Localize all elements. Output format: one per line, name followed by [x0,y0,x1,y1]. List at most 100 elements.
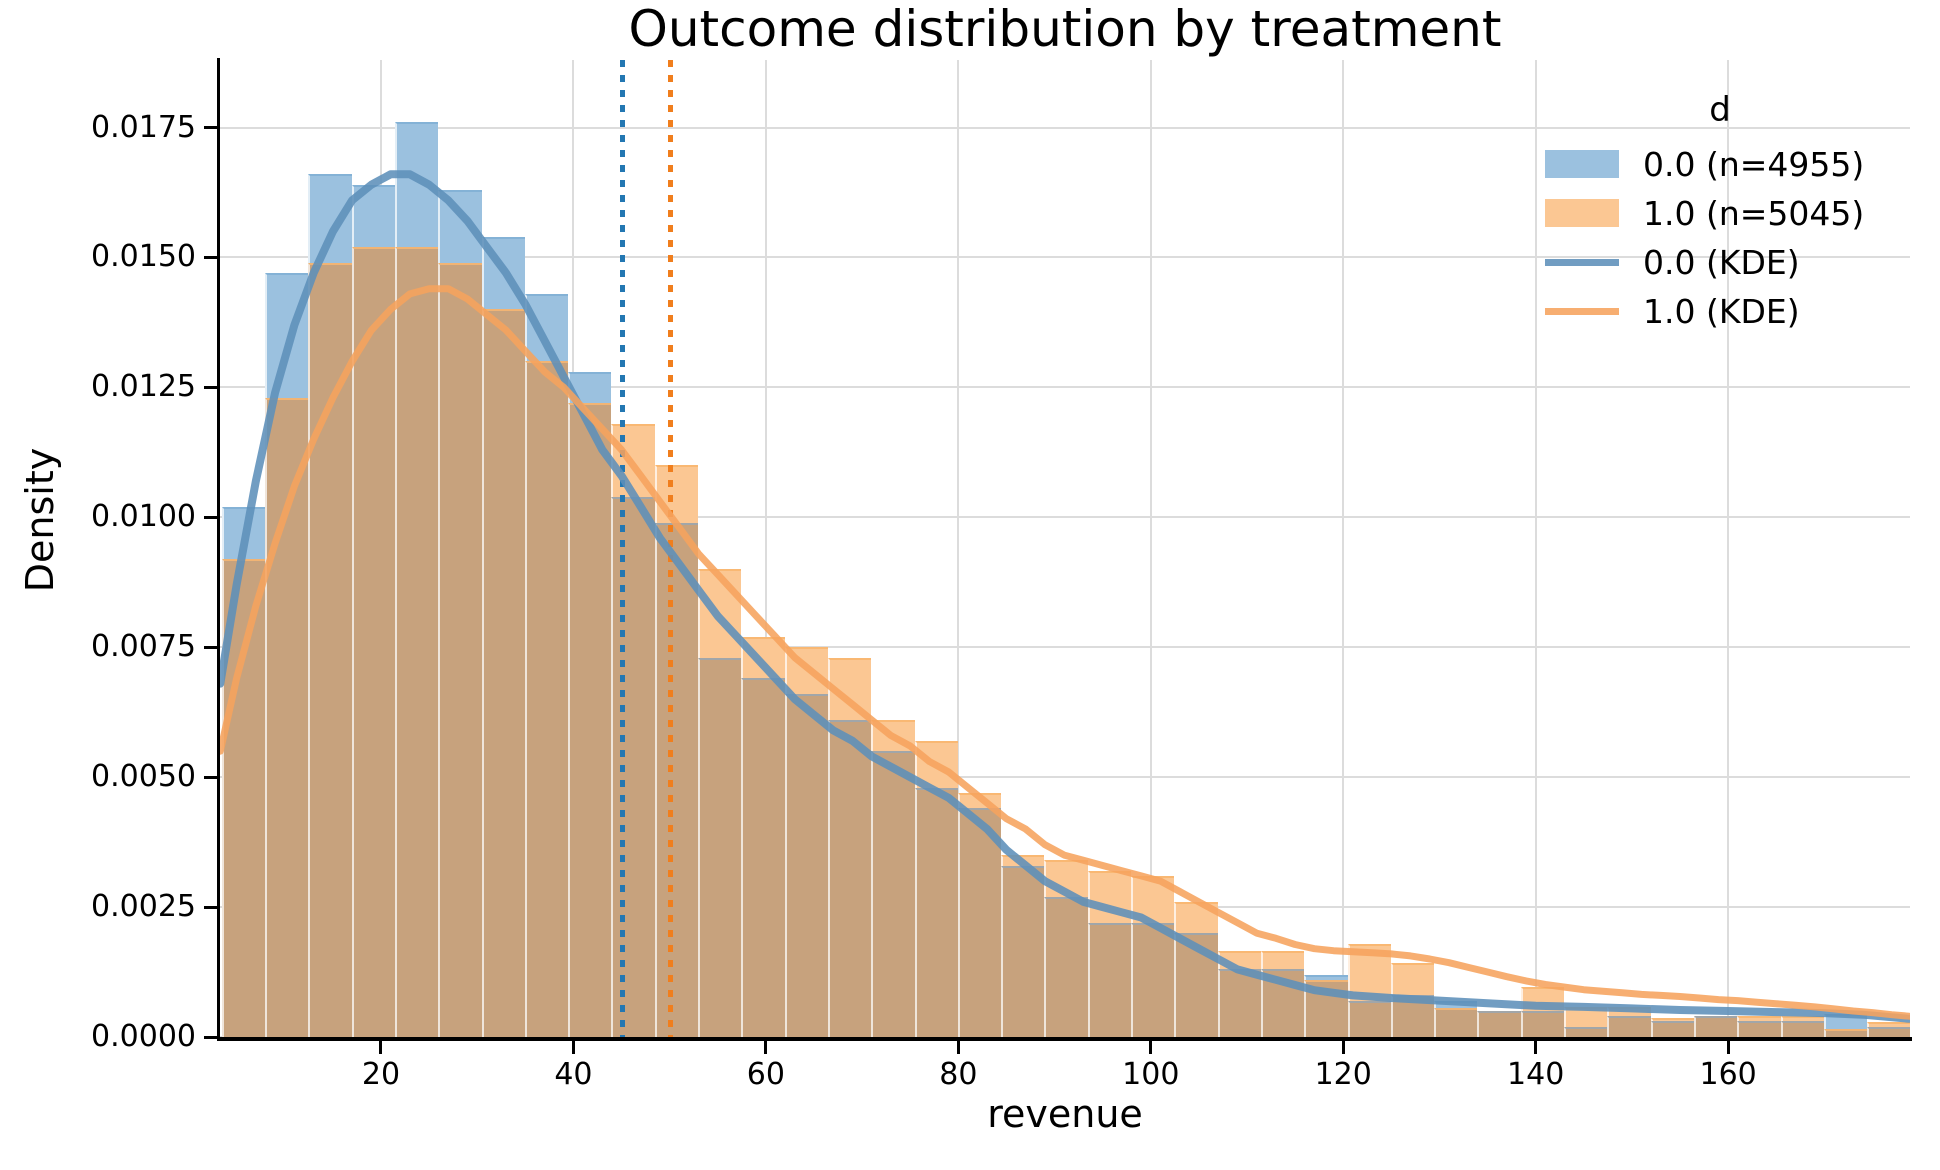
histogram-bar-overlap [1434,1007,1478,1037]
histogram-bar-orange [654,465,699,523]
x-tick-mark [1341,1041,1345,1054]
x-tick-mark [571,1041,575,1054]
x-tick-label: 120 [1314,1057,1372,1092]
histogram-bar-orange [1867,1021,1910,1027]
legend-patch-swatch [1545,199,1619,227]
y-tick-label: 0.0150 [91,239,196,275]
mean-line-control [620,60,625,1037]
x-tick-mark [1726,1041,1730,1054]
kde-line-control [220,170,1910,1023]
y-tick-mark [204,255,217,259]
histogram-bar-overlap [1001,865,1045,1037]
histogram-bar-overlap [438,262,482,1037]
grid-line-horizontal [220,516,1910,519]
x-tick-mark [1149,1041,1153,1054]
histogram-bar-orange [1390,962,1435,996]
legend-entry: 0.0 (KDE) [1545,242,1895,282]
x-tick-label: 60 [746,1057,785,1092]
grid-line-horizontal [220,646,1910,649]
plot-area [220,60,1910,1037]
kde-curves [220,170,1910,1023]
y-tick-mark [204,385,217,389]
histogram-bar-overlap [1650,1021,1694,1037]
histogram-bar-overlap [1477,1011,1521,1037]
x-tick-label: 160 [1699,1057,1757,1092]
grid-line-vertical [1534,60,1537,1037]
y-tick-label: 0.0175 [91,109,196,145]
legend-entry-label: 1.0 (KDE) [1643,291,1800,331]
x-tick-label: 40 [554,1057,593,1092]
histogram-bar-blue [265,273,309,398]
histogram-bar-orange [1650,1017,1694,1022]
histogram-bar-overlap [568,402,612,1037]
grid-line-vertical [764,60,767,1037]
legend-entry-label: 0.0 (KDE) [1643,242,1800,282]
y-tick-label: 0.0050 [91,759,196,795]
histogram-bar-overlap [1867,1026,1910,1037]
legend-line-swatch [1545,307,1619,315]
legend-line-swatch [1545,258,1619,266]
x-tick-label: 20 [361,1057,401,1092]
histogram-bar-overlap [957,808,1002,1037]
histogram-bar-overlap [741,678,785,1037]
histogram-bar-overlap [524,361,569,1037]
y-tick-label: 0.0025 [91,889,196,925]
histogram-bar-orange [1780,1016,1824,1022]
grid-line-horizontal [220,256,1910,259]
legend-entry-label: 1.0 (n=5045) [1643,193,1865,233]
histogram-bar-blue [524,293,569,362]
histogram-bar-overlap [1520,1011,1565,1037]
x-tick-label: 80 [939,1057,978,1092]
y-tick-label: 0.0100 [91,499,196,535]
y-axis-spine [217,58,220,1041]
histogram-bar-overlap [784,694,828,1037]
grid-line-vertical [1342,60,1345,1037]
x-tick-label: 140 [1507,1057,1565,1092]
histogram-bar-overlap [1737,1021,1781,1037]
histogram-bar-overlap [481,309,525,1037]
histogram-bar-overlap [351,247,395,1037]
histogram-bar-overlap [394,247,439,1037]
x-tick-mark [1534,1041,1538,1054]
grid-line-vertical [957,60,960,1037]
grid-line-vertical [1149,60,1152,1037]
y-tick-mark [204,645,217,649]
legend-title: d [1709,90,1731,130]
chart-title: Outcome distribution by treatment [628,0,1502,58]
histogram-bar-blue [1304,974,1348,980]
histogram-bar-orange [1737,1016,1781,1022]
histogram-bar-overlap [1564,1026,1608,1037]
x-tick-mark [379,1041,383,1054]
legend-entry: 1.0 (KDE) [1545,291,1895,331]
legend-entry: 0.0 (n=4955) [1545,145,1895,184]
y-tick-mark [204,126,217,130]
y-tick-label: 0.0075 [91,629,196,665]
x-tick-mark [764,1041,768,1054]
kde-line-treated [220,285,1910,1020]
histogram-bar-overlap [1823,1029,1868,1037]
histogram-bar-orange [1260,951,1305,970]
histogram-bar-overlap [871,751,915,1037]
x-axis-spine [217,1037,1912,1041]
grid-line-horizontal [220,386,1910,389]
histogram-bar-overlap [1347,1000,1391,1037]
histogram-bar-overlap [1044,896,1088,1037]
y-tick-mark [204,775,217,779]
grid-line-horizontal [220,776,1910,779]
legend-patch-swatch [1545,150,1619,178]
histogram-bar-overlap [1607,1016,1651,1037]
grid-line-vertical [1727,60,1730,1037]
x-axis-label: revenue [987,1092,1143,1136]
y-tick-mark [204,1035,217,1039]
histogram-bar-overlap [1780,1021,1824,1037]
histogram-bar-overlap [1087,922,1132,1037]
histogram-bar-overlap [308,262,352,1037]
legend: d 0.0 (n=4955) 1.0 (n=5045) 0.0 (KDE) 1.0 (… [1545,90,1895,342]
histogram-bar-overlap [914,787,958,1037]
y-tick-label: 0.0125 [91,369,196,405]
y-tick-mark [204,515,217,519]
x-tick-label: 100 [1122,1057,1180,1092]
x-tick-mark [956,1041,960,1054]
grid-line-horizontal [220,126,1910,129]
